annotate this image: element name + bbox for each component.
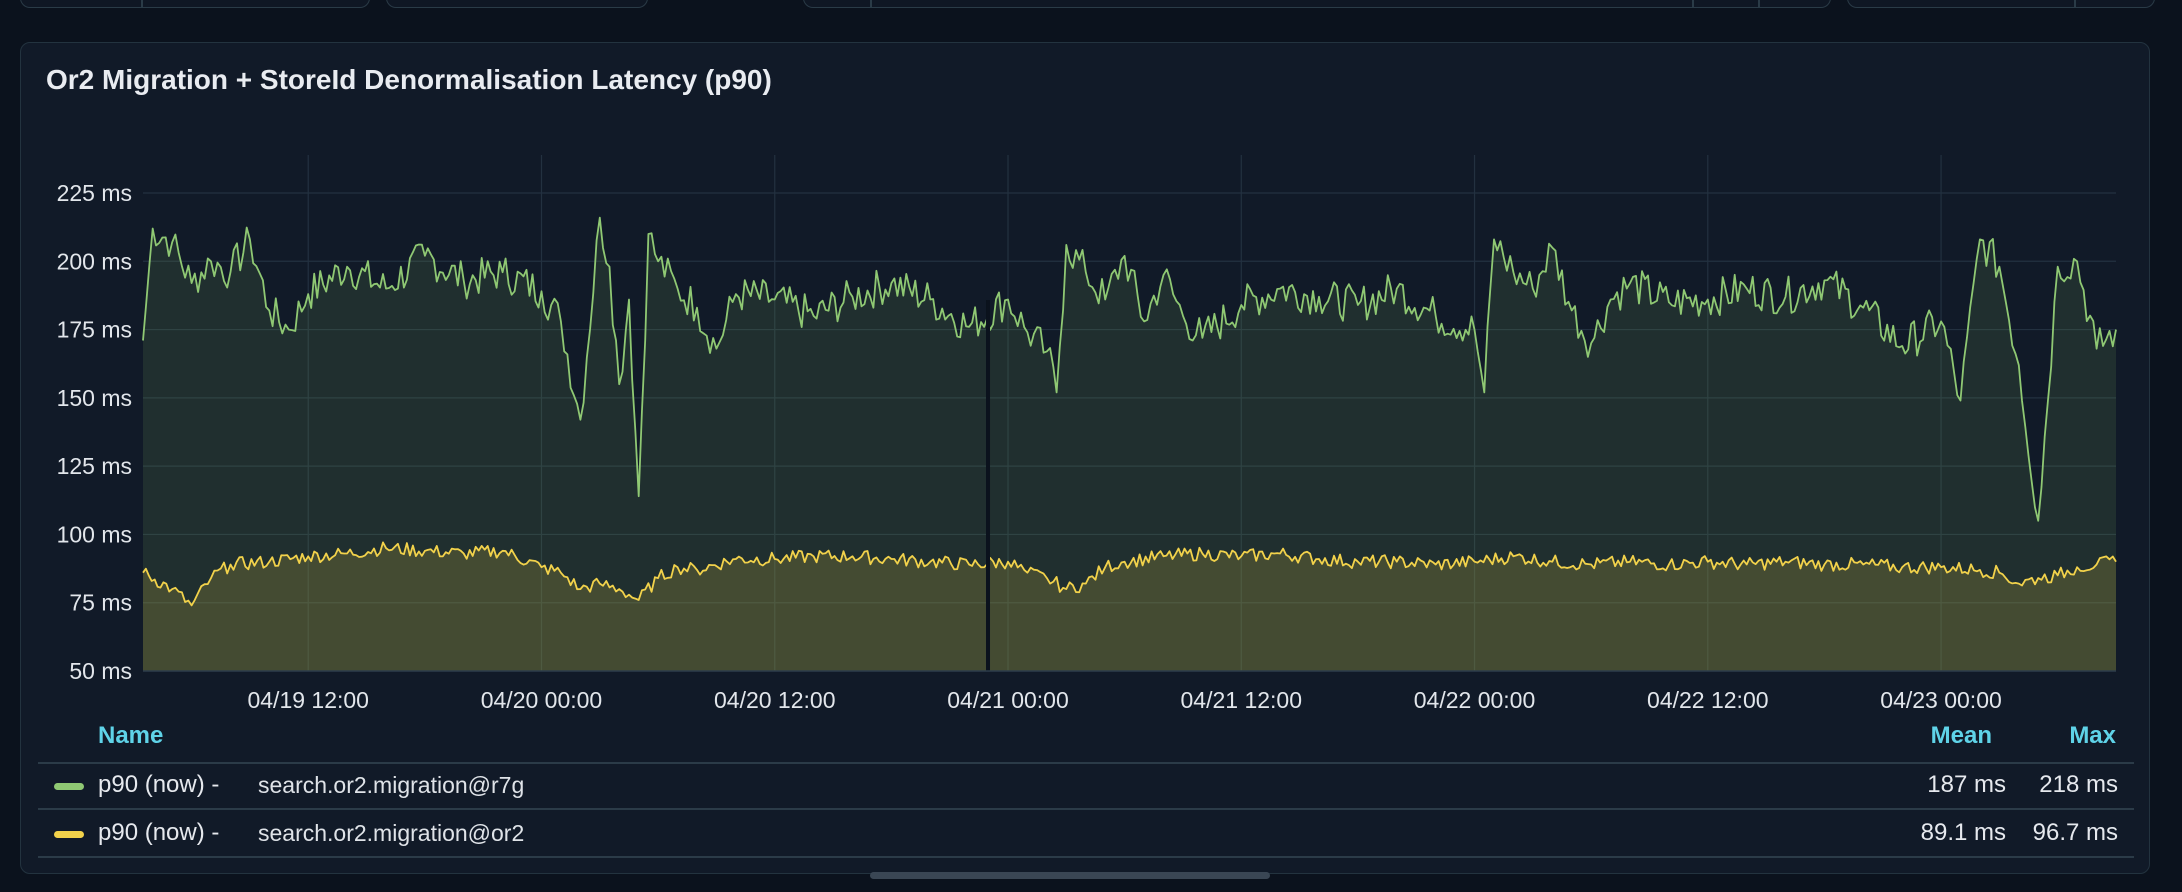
y-tick-label: 100 ms — [57, 521, 132, 547]
x-tick-label: 04/20 00:00 — [481, 687, 603, 713]
series-mean: 187 ms — [1927, 771, 2006, 798]
x-tick-label: 04/23 00:00 — [1880, 687, 2002, 713]
panel-title[interactable]: Or2 Migration + StoreId Denormalisation … — [46, 64, 772, 95]
series-color-swatch — [54, 831, 84, 838]
series-line-r7g — [142, 216, 2117, 522]
x-tick-label: 04/22 00:00 — [1414, 687, 1536, 713]
series-color-swatch — [54, 783, 84, 790]
legend-mean-header[interactable]: Mean — [1930, 722, 1992, 749]
chart-panel — [20, 42, 2150, 874]
legend-divider — [38, 856, 2134, 858]
y-tick-label: 75 ms — [69, 590, 132, 616]
y-tick-label: 125 ms — [57, 453, 132, 479]
y-tick-label: 225 ms — [57, 180, 132, 206]
x-tick-label: 04/19 12:00 — [247, 687, 369, 713]
series-max: 218 ms — [2039, 771, 2118, 798]
x-tick-label: 04/20 12:00 — [714, 687, 836, 713]
y-tick-label: 200 ms — [57, 248, 132, 274]
series-name: search.or2.migration@r7g — [258, 772, 525, 798]
top-control-divider — [1692, 0, 1694, 7]
legend-max-header[interactable]: Max — [2069, 722, 2116, 749]
legend-divider — [38, 762, 2134, 764]
y-tick-label: 150 ms — [57, 385, 132, 411]
series-prefix: p90 (now) - — [98, 771, 220, 798]
top-control-divider — [870, 0, 872, 7]
top-control-divider — [141, 0, 143, 7]
top-control-divider — [1758, 0, 1760, 7]
legend-divider — [38, 808, 2134, 810]
y-tick-label: 175 ms — [57, 317, 132, 343]
legend-name-header[interactable]: Name — [98, 722, 164, 749]
x-tick-label: 04/22 12:00 — [1647, 687, 1769, 713]
x-tick-label: 04/21 00:00 — [947, 687, 1069, 713]
top-control-divider — [2074, 0, 2076, 7]
horizontal-scrollbar[interactable] — [870, 872, 1270, 879]
series-area-or2 — [143, 542, 2116, 671]
series-max: 96.7 ms — [2032, 819, 2118, 846]
series-prefix: p90 (now) - — [98, 819, 220, 846]
legend-row-r7g[interactable]: p90 (now) - search.or2.migration@r7g 187… — [38, 762, 2134, 808]
x-tick-label: 04/21 12:00 — [1181, 687, 1303, 713]
series-name: search.or2.migration@or2 — [258, 820, 525, 846]
legend-row-or2[interactable]: p90 (now) - search.or2.migration@or2 89.… — [38, 810, 2134, 856]
series-line-or2 — [142, 541, 2117, 607]
series-mean: 89.1 ms — [1920, 819, 2006, 846]
y-tick-label: 50 ms — [69, 658, 132, 684]
